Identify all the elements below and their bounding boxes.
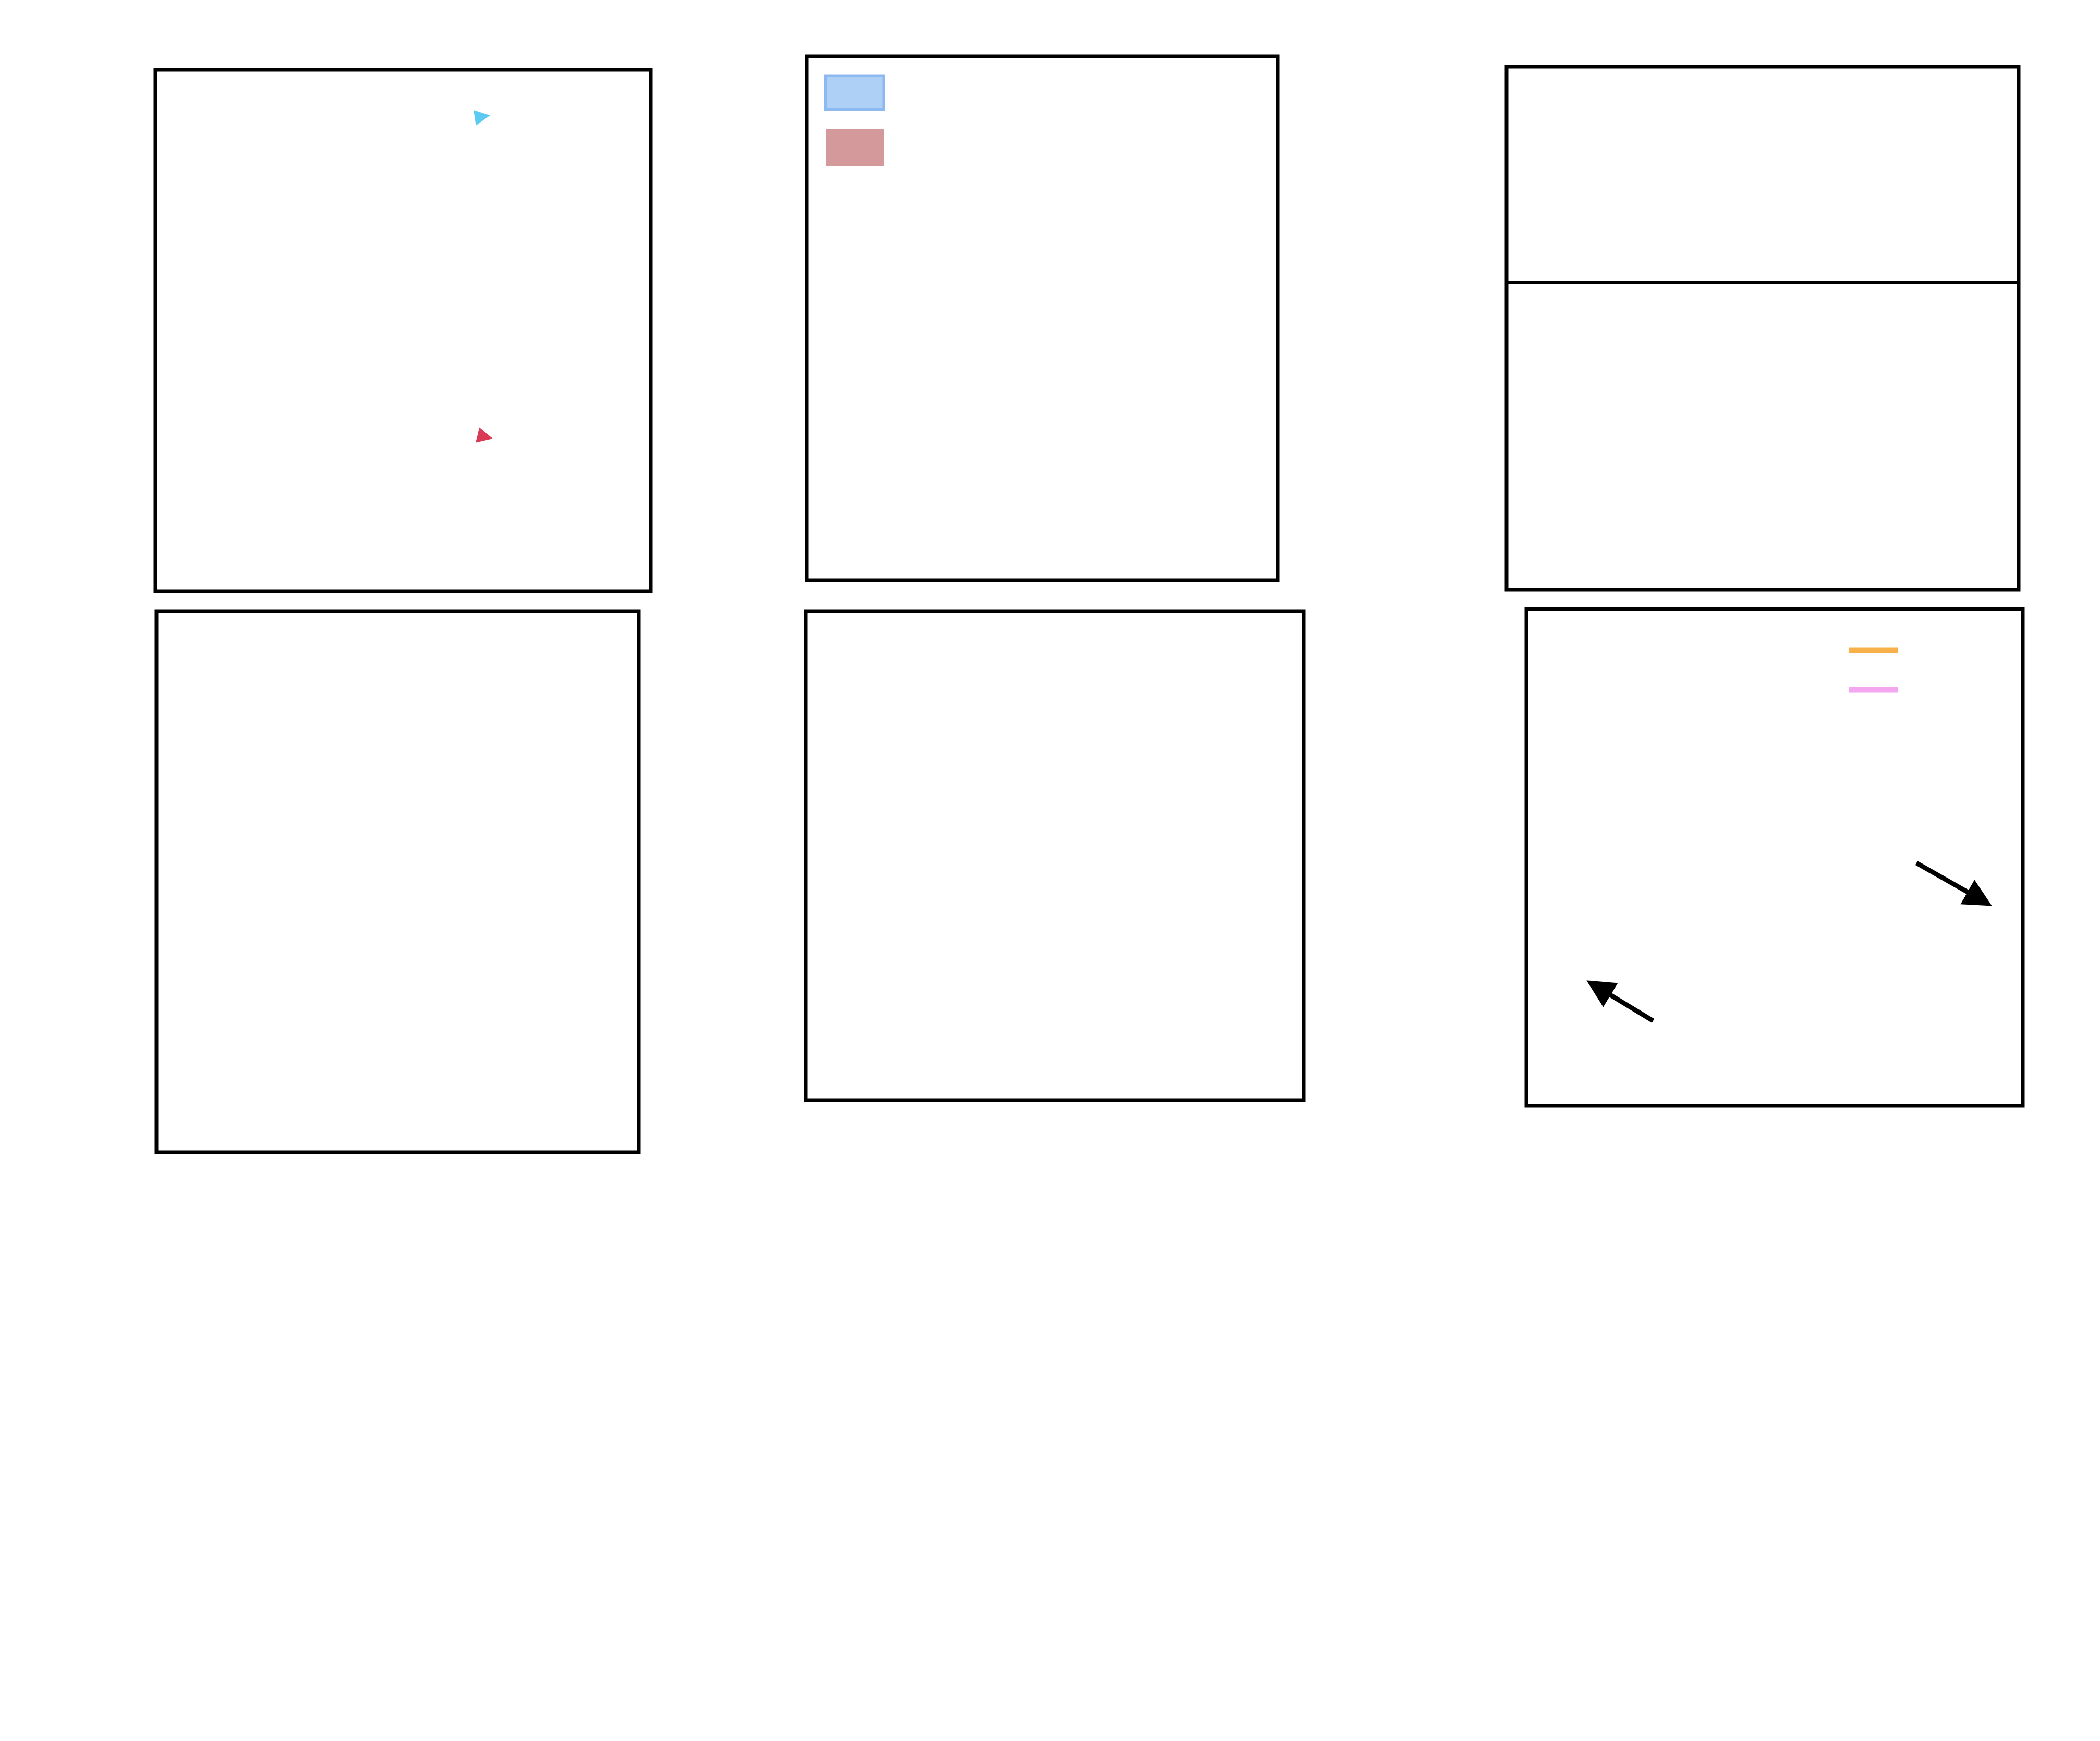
panel-e-responsivity [804, 609, 1306, 1102]
panel-a-arrow-increasing-power-bottom [476, 427, 493, 443]
panel-d-frame [154, 609, 641, 1154]
panel-f-frame-visible [1524, 607, 2025, 1108]
panel-d-noise-spectrum [154, 609, 641, 1154]
panel-e-frame [804, 609, 1306, 1102]
panel-c-frame [1504, 65, 2021, 592]
legend-swatch-vg0 [824, 74, 885, 111]
panel-f-iv-dark [1524, 607, 2025, 1108]
panel-a-frame [153, 68, 653, 593]
panel-a-arrow-increasing-power-top [473, 110, 490, 126]
panel-a-photoswitching [153, 68, 653, 593]
panel-c-response-time [1504, 65, 2021, 592]
panel-b-legend [824, 74, 885, 166]
arrow-p-minus-p [1586, 980, 1655, 1023]
panel-b-on-off-ratio-bar-chart [805, 54, 1280, 582]
panel-b-frame [805, 54, 1280, 582]
arrow-p-p-minus [1915, 861, 1992, 906]
legend-swatch-vg60 [826, 129, 884, 166]
panel-f-legend [1849, 647, 1898, 693]
